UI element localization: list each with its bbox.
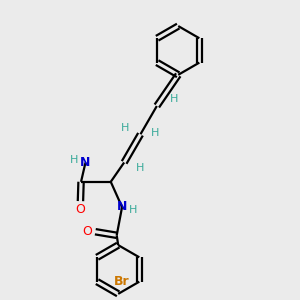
Text: N: N — [117, 200, 127, 213]
Text: N: N — [80, 156, 91, 169]
Text: H: H — [135, 163, 144, 173]
Text: H: H — [69, 154, 78, 164]
Text: H: H — [151, 128, 159, 138]
Text: O: O — [82, 225, 92, 238]
Text: H: H — [129, 205, 137, 215]
Text: O: O — [76, 203, 85, 216]
Text: H: H — [121, 123, 129, 133]
Text: H: H — [170, 94, 178, 103]
Text: Br: Br — [114, 275, 130, 288]
